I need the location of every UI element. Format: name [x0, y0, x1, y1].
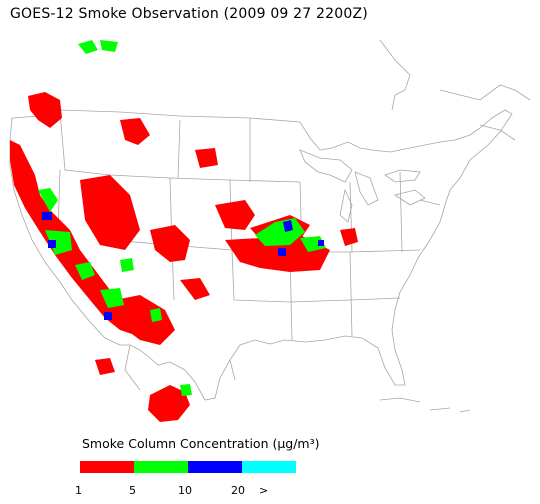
legend-tick-5: 5 — [129, 484, 136, 497]
legend-color-bar — [80, 461, 296, 473]
smoke-blue-midwest — [278, 220, 324, 256]
legend-bin-green — [134, 461, 188, 473]
legend-bin-red — [80, 461, 134, 473]
map-title: GOES-12 Smoke Observation (2009 09 27 22… — [10, 6, 368, 22]
mexico-border — [124, 344, 236, 391]
smoke-idaho — [80, 175, 140, 250]
legend-tick-1: 1 — [75, 484, 82, 497]
smoke-green-midwest — [255, 218, 326, 252]
legend-tick-overflow: > — [259, 484, 269, 497]
legend-title: Smoke Column Concentration (μg/m³) — [82, 436, 320, 451]
legend-bin-cyan — [242, 461, 296, 473]
smoke-map — [9, 39, 531, 422]
legend-tick-10: 10 — [178, 484, 192, 497]
smoke-fill-blue — [42, 212, 324, 320]
smoke-montana — [120, 118, 218, 168]
smoke-arizona — [115, 295, 175, 345]
legend-tick-20: 20 — [231, 484, 245, 497]
canada-coast — [379, 39, 531, 141]
smoke-green-nw — [78, 40, 118, 54]
smoke-scatter-central — [95, 278, 210, 375]
smoke-texas — [148, 385, 190, 422]
smoke-nw-patch — [28, 92, 62, 128]
great-lakes — [299, 149, 426, 223]
smoke-utah-dots — [150, 225, 190, 262]
legend-bin-blue — [188, 461, 242, 473]
caribbean-islands — [379, 397, 471, 413]
